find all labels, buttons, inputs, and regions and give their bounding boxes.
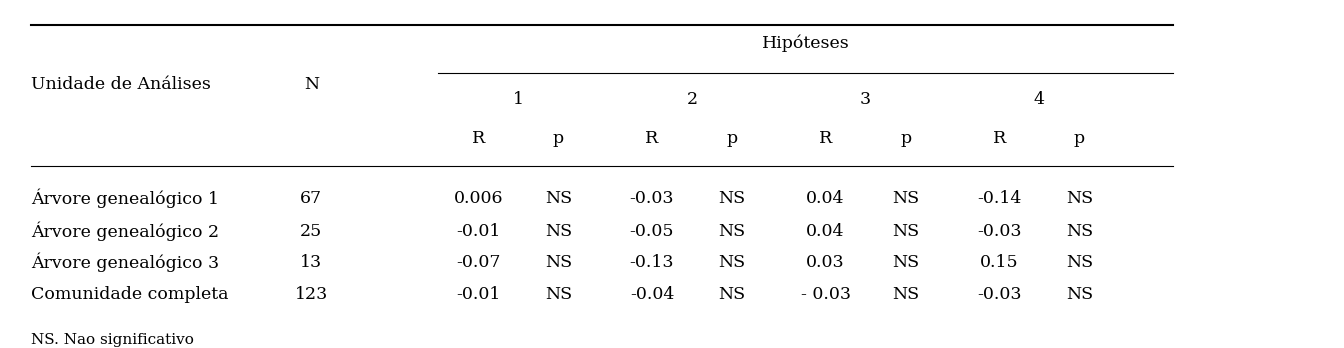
Text: 0.15: 0.15 [980, 254, 1019, 271]
Text: 0.04: 0.04 [806, 190, 845, 207]
Text: NS: NS [544, 190, 573, 207]
Text: -0.01: -0.01 [456, 286, 500, 302]
Text: 13: 13 [300, 254, 323, 271]
Text: 3: 3 [860, 91, 871, 108]
Text: -0.13: -0.13 [630, 254, 675, 271]
Text: NS. Nao significativo: NS. Nao significativo [31, 333, 194, 347]
Text: NS: NS [719, 223, 746, 240]
Text: NS: NS [544, 254, 573, 271]
Text: R: R [993, 130, 1005, 147]
Text: p: p [1074, 130, 1085, 147]
Text: R: R [645, 130, 659, 147]
Text: p: p [900, 130, 911, 147]
Text: NS: NS [719, 286, 746, 302]
Text: -0.05: -0.05 [630, 223, 675, 240]
Text: p: p [552, 130, 564, 147]
Text: 0.006: 0.006 [453, 190, 503, 207]
Text: -0.07: -0.07 [456, 254, 500, 271]
Text: Árvore genealógico 3: Árvore genealógico 3 [31, 253, 219, 272]
Text: Hipóteses: Hipóteses [762, 34, 849, 52]
Text: -0.14: -0.14 [977, 190, 1021, 207]
Text: -0.04: -0.04 [630, 286, 675, 302]
Text: 1: 1 [513, 91, 524, 108]
Text: Árvore genealógico 2: Árvore genealógico 2 [31, 222, 219, 241]
Text: NS: NS [892, 286, 919, 302]
Text: NS: NS [719, 190, 746, 207]
Text: 0.03: 0.03 [806, 254, 845, 271]
Text: -0.03: -0.03 [977, 223, 1021, 240]
Text: 123: 123 [294, 286, 328, 302]
Text: R: R [472, 130, 485, 147]
Text: 4: 4 [1034, 91, 1044, 108]
Text: NS: NS [544, 286, 573, 302]
Text: NS: NS [719, 254, 746, 271]
Text: NS: NS [544, 223, 573, 240]
Text: NS: NS [892, 223, 919, 240]
Text: -0.03: -0.03 [977, 286, 1021, 302]
Text: R: R [818, 130, 832, 147]
Text: 0.04: 0.04 [806, 223, 845, 240]
Text: NS: NS [892, 190, 919, 207]
Text: - 0.03: - 0.03 [801, 286, 851, 302]
Text: Unidade de Análises: Unidade de Análises [31, 76, 211, 93]
Text: NS: NS [1066, 254, 1093, 271]
Text: -0.03: -0.03 [630, 190, 675, 207]
Text: NS: NS [892, 254, 919, 271]
Text: NS: NS [1066, 286, 1093, 302]
Text: 25: 25 [300, 223, 323, 240]
Text: NS: NS [1066, 223, 1093, 240]
Text: 2: 2 [687, 91, 698, 108]
Text: Comunidade completa: Comunidade completa [31, 286, 228, 302]
Text: -0.01: -0.01 [456, 223, 500, 240]
Text: NS: NS [1066, 190, 1093, 207]
Text: p: p [727, 130, 738, 147]
Text: N: N [304, 76, 319, 93]
Text: 67: 67 [300, 190, 323, 207]
Text: Árvore genealógico 1: Árvore genealógico 1 [31, 189, 219, 208]
